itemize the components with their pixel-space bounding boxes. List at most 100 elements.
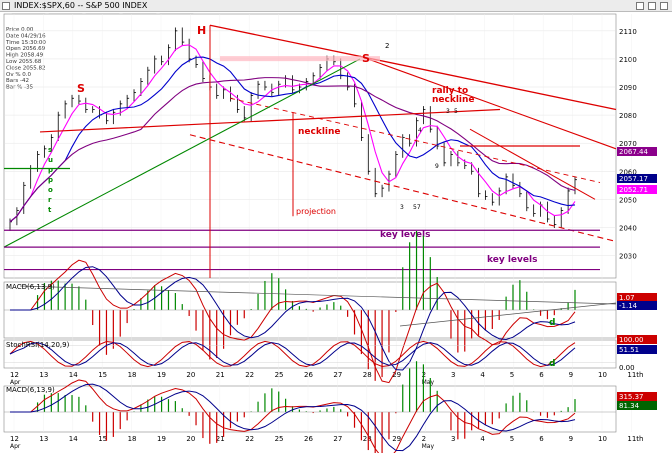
minimize-icon[interactable] [636,2,644,10]
downtrend-line-mid [359,55,617,150]
price-badge-text: 2057.17 [619,175,648,183]
info-line: Bar % -35 [6,85,34,91]
macd-badge-text: 1.07 [619,294,635,302]
info-line: Bars -42 [6,78,29,84]
support-letter: p [48,176,53,184]
macd2-badge-text: 81.34 [619,402,640,410]
info-line: Low 2055.68 [6,59,42,65]
support-letter: p [48,166,53,174]
x-tick-sublabel: May [422,379,435,386]
info-line: Time 15:30:00 [5,40,46,46]
x-tick-label-bottom: 27 [333,435,342,443]
annotation-p5: 5 [454,108,458,115]
window-menu-icon[interactable] [2,2,10,10]
x-tick-label-bottom: 3 [451,435,455,443]
title-bar: INDEX:$SPX,60 -- S&P 500 INDEX [0,0,672,12]
macd-signal-line [10,266,576,371]
macd-support-trendline [399,302,617,327]
annotation-small_2: 2 [385,42,389,50]
x-tick-label-bottom: 14 [69,435,78,443]
x-tick-label-bottom: 2 [422,435,426,443]
x-tick-label-bottom: 26 [304,435,313,443]
macd-label: MACD(6,13,9) [6,283,55,291]
ma-slow-line [9,77,576,223]
annotation-p3: 3 [400,204,404,211]
x-tick-label: 13 [39,371,48,379]
x-tick-label: 27 [333,371,342,379]
x-tick-label: 25 [275,371,284,379]
price-badge-bg [617,147,657,156]
stoch-badge-bg [617,345,657,354]
price-tick-label: 2080 [619,112,637,120]
price-tick-label: 2070 [619,140,637,148]
stoch-d-line [9,342,576,366]
x-tick-label: 10 [598,371,607,379]
close-icon[interactable] [660,2,668,10]
price-tick-label: 2100 [619,56,637,64]
price-badge-bg [617,174,657,183]
x-tick-label: 19 [157,371,166,379]
macd-badge-text: -1.14 [619,302,638,310]
x-tick-sublabel: Apr [10,379,21,386]
annotation-s2: S [362,52,370,65]
x-tick-label-bottom: 6 [539,435,544,443]
x-tick-label: 21 [216,371,225,379]
dashed-channel-line [229,97,601,183]
x-tick-label: 3 [451,371,455,379]
stoch-badge-text: 51.51 [619,346,639,354]
info-line: High 2058.49 [6,53,44,59]
stoch-badge-bg [617,335,657,344]
green-uptrend-line [3,58,361,248]
downtrend-line-upper [209,24,617,111]
x-tick-label: 12 [10,371,19,379]
price-tick-label: 2030 [619,253,637,261]
price-badge-text: 2067.44 [619,148,648,156]
short-downtrend-line [469,128,596,200]
annotation-neckline: neckline [298,127,341,137]
x-tick-label-bottom: 18 [128,435,137,443]
annotation-s1: S [77,82,85,95]
x-tick-label-bottom: 29 [392,435,401,443]
macd-note: d [549,318,555,328]
projection-dashed-line [189,134,617,243]
x-tick-label: 20 [186,371,195,379]
x-tick-label: 4 [480,371,485,379]
price-tick-label: 2060 [619,168,637,176]
support-letter: r [48,196,52,204]
stoch-tick-label: 0.00 [619,364,635,372]
x-tick-label-bottom: 25 [275,435,284,443]
macd2-label: MACD(6,13,9) [6,386,55,394]
macd-line [10,259,576,384]
annotation-p4: 4 [418,127,422,134]
x-tick-label: 22 [245,371,254,379]
info-line: Close 2055.82 [6,65,45,71]
annotation-rally: rally to [432,86,468,96]
annotation-key1: key levels [380,230,430,240]
macd-trendline [19,285,617,305]
support-letter: u [48,156,53,164]
x-tick-label-bottom: 15 [98,435,107,443]
support-letter: t [48,206,52,214]
x-tick-label-bottom: 20 [186,435,195,443]
maximize-icon[interactable] [648,2,656,10]
x-tick-label-bottom: 19 [157,435,166,443]
x-tick-label: 9 [569,371,573,379]
price-badge-text: 2052.71 [619,186,648,194]
info-line: Open 2056.69 [6,46,46,52]
x-tick-label-bottom: 5 [510,435,514,443]
x-tick-label: 26 [304,371,313,379]
annotation-rally: neckline [432,95,475,105]
stoch-k-line [9,340,576,368]
x-tick-label-bottom: 13 [39,435,48,443]
stoch-badge-text: 100.00 [619,336,644,344]
x-tick-label-bottom: 4 [480,435,485,443]
ma-fast-line [9,44,576,223]
support-letter: o [48,186,53,194]
annotation-key2: key levels [487,255,537,265]
macd2-badge-text: 315.37 [619,393,644,401]
pink-highlight-band [220,56,380,62]
price-tick-label: 2110 [619,28,637,36]
price-tick-label: 2090 [619,84,637,92]
x-tick-label: 15 [98,371,107,379]
ma-mid-line [9,56,576,223]
